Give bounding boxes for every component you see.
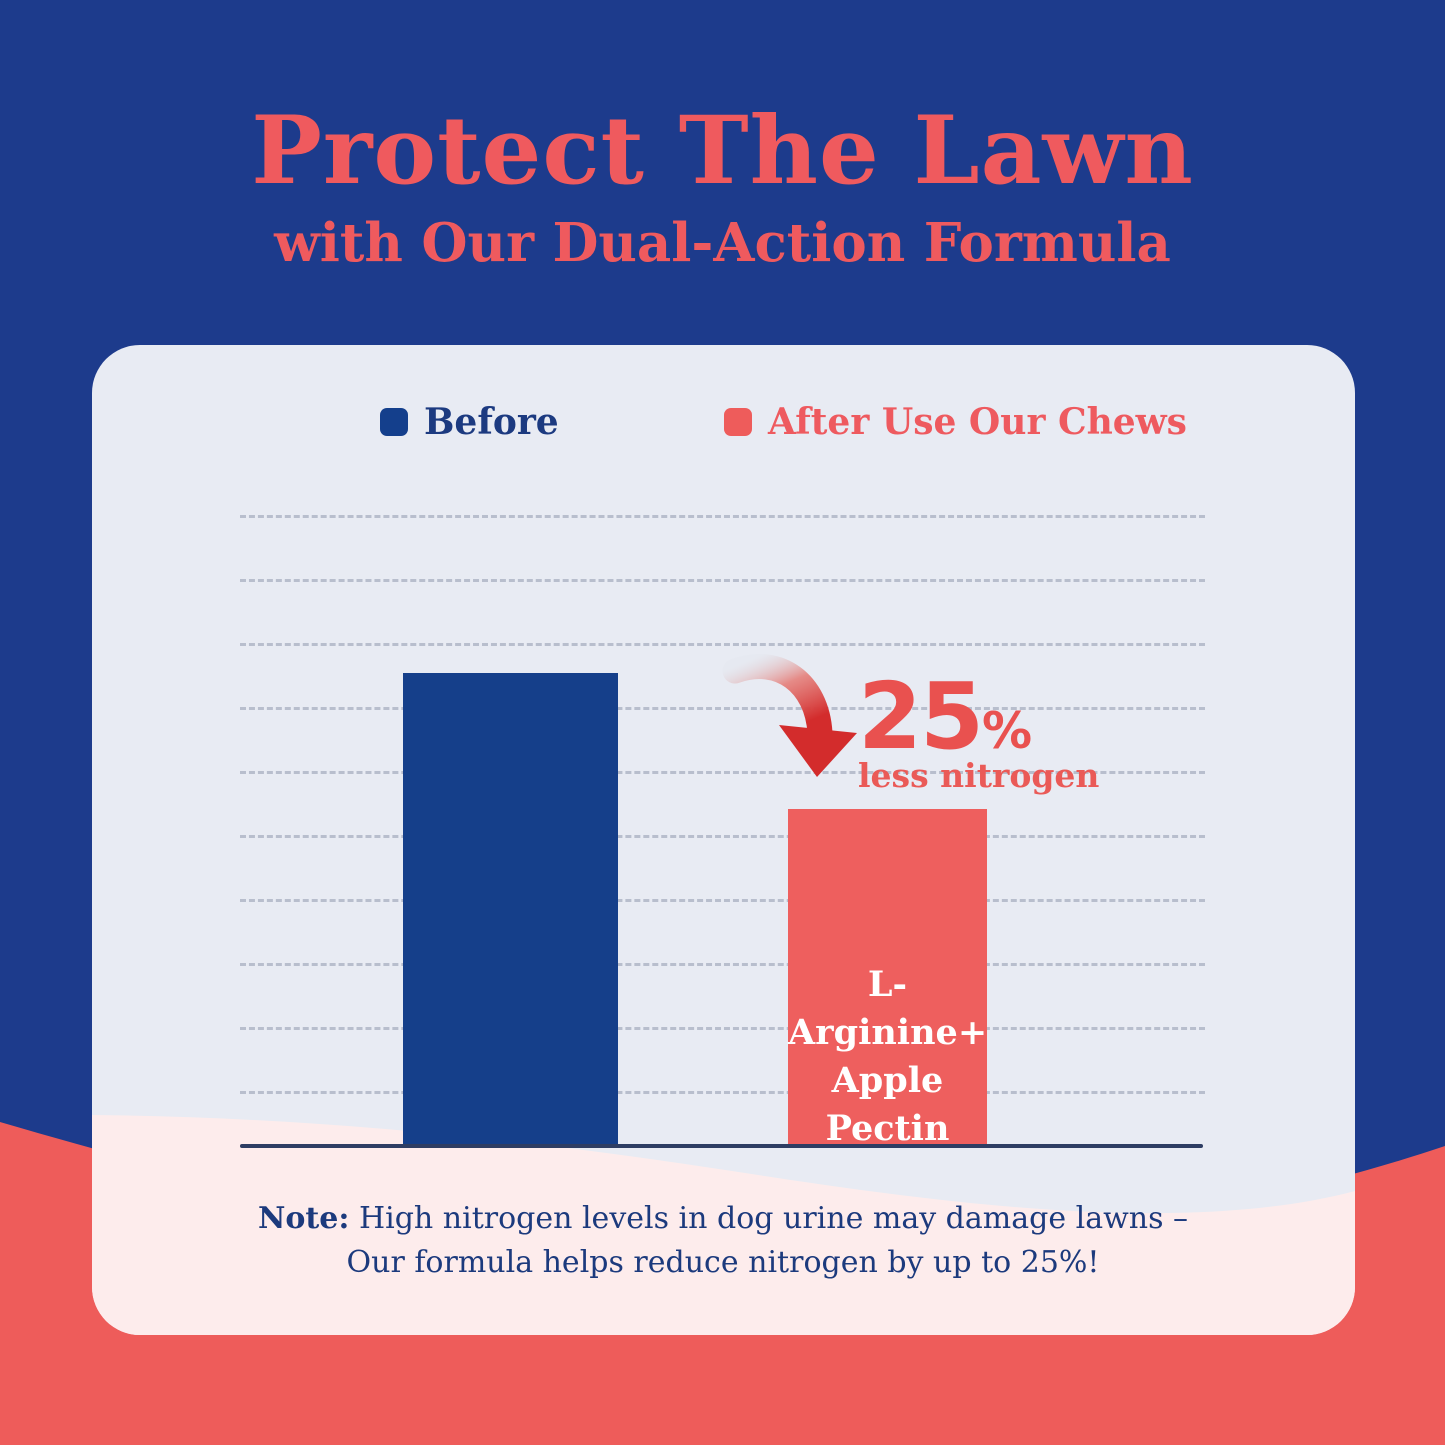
page-title: Protect The Lawn [251,96,1194,206]
gridline [240,579,1205,582]
page-subtitle: with Our Dual-Action Formula [274,212,1171,274]
footnote-line2: Our formula helps reduce nitrogen by up … [346,1245,1100,1280]
gridline [240,515,1205,518]
arrow-down-icon [722,654,857,777]
gridline [240,707,1205,710]
legend-item-after: After Use Our Chews [724,401,1187,443]
percent-sign: % [982,702,1033,760]
footnote: Note: High nitrogen levels in dog urine … [223,1197,1223,1285]
bar-before [403,673,618,1146]
x-axis-line [240,1144,1203,1148]
chart-card: Before After Use Our Chews L-Arginine+ A… [92,345,1355,1335]
footnote-line1: Note: High nitrogen levels in dog urine … [223,1197,1223,1241]
gridline [240,771,1205,774]
reduction-caption: less nitrogen [858,755,1100,795]
bar-after-use-chews: L-Arginine+ Apple Pectin [788,809,987,1149]
legend-swatch-after [724,408,752,436]
legend-item-before: Before [380,401,559,443]
reduction-callout: 25% less nitrogen [858,671,1100,795]
gridline [240,963,1205,966]
bar-after-label-line1: L-Arginine+ [788,964,988,1053]
gridline [240,1027,1205,1030]
legend-label-after: After Use Our Chews [768,401,1187,443]
gridline [240,643,1205,646]
arrow-head [779,725,857,777]
footnote-text1: High nitrogen levels in dog urine may da… [349,1201,1189,1236]
legend-label-before: Before [424,401,559,443]
gridline [240,899,1205,902]
legend-swatch-before [380,408,408,436]
bar-after-label: L-Arginine+ Apple Pectin [788,961,987,1153]
bar-after-label-line2: Apple Pectin [825,1060,950,1149]
reduction-value: 25 [858,663,984,770]
arrow-tail [722,654,833,746]
footnote-label: Note: [257,1201,350,1236]
gridline [240,835,1205,838]
reduction-percentage: 25% [858,671,1099,763]
gridline [240,1091,1205,1094]
card-wave-shape [92,1115,1355,1335]
card-pink-wave [92,1115,1355,1335]
